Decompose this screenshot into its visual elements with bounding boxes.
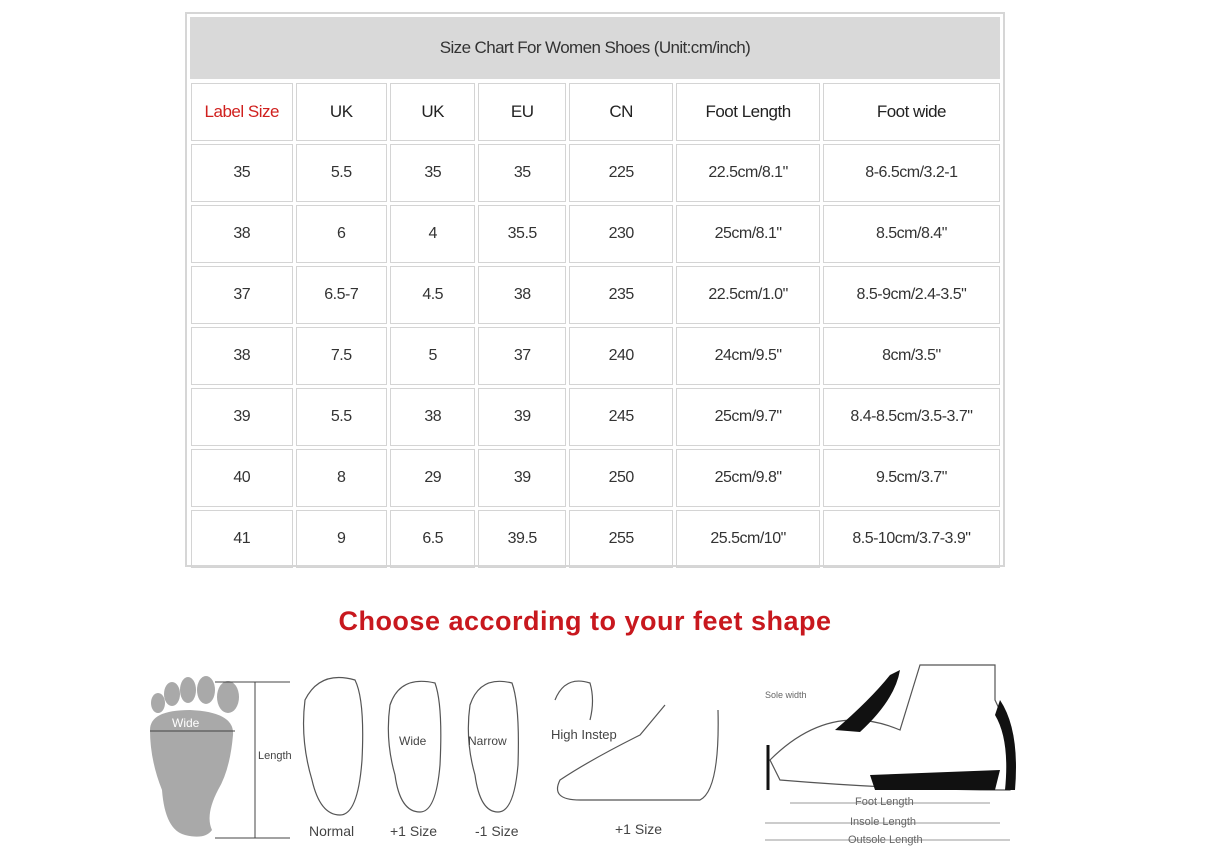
table-cell: 22.5cm/1.0"	[676, 266, 820, 324]
table-cell: 6.5-7	[295, 266, 387, 324]
table-cell: 38	[478, 266, 566, 324]
table-cell: 25cm/9.8"	[676, 449, 820, 507]
narrow-foot-label: Narrow	[468, 734, 507, 748]
table-cell: 245	[568, 388, 674, 446]
normal-label: Normal	[309, 823, 355, 839]
table-cell: 39	[478, 449, 566, 507]
table-cell: 39	[191, 388, 293, 446]
feet-shape-heading: Choose according to your feet shape	[338, 606, 832, 636]
table-cell: 8-6.5cm/3.2-1	[822, 144, 1000, 202]
size-chart-table: Size Chart For Women Shoes (Unit:cm/inch…	[185, 12, 1005, 568]
table-row: 38 6 4 35.5 230 25cm/8.1" 8.5cm/8.4"	[191, 205, 1000, 263]
table-cell: 225	[568, 144, 674, 202]
wide-foot-icon	[387, 680, 442, 813]
table-cell: 7.5	[295, 327, 387, 385]
wide-foot-label: Wide	[399, 734, 427, 748]
length-label: Length	[258, 750, 292, 762]
table-cell: 5.5	[295, 144, 387, 202]
column-header: CN	[568, 83, 674, 141]
table-cell: 6	[295, 205, 387, 263]
table-row: 39 5.5 38 39 245 25cm/9.7" 8.4-8.5cm/3.5-3.7"	[191, 388, 1000, 446]
sole-width-label: Sole width	[765, 690, 807, 700]
table-cell: 38	[389, 388, 476, 446]
table-cell: 37	[478, 327, 566, 385]
table-cell: 35.5	[478, 205, 566, 263]
wide-label: Wide	[172, 716, 200, 730]
table-cell: 230	[568, 205, 674, 263]
outsole-length-label: Outsole Length	[848, 834, 923, 846]
table-cell: 39	[478, 388, 566, 446]
table-cell: 240	[568, 327, 674, 385]
table-cell: 37	[191, 266, 293, 324]
header-row: Label Size UK UK EU CN Foot Length Foot wide	[191, 83, 1000, 141]
table-cell: 9	[295, 510, 387, 568]
table-cell: 8.5cm/8.4"	[822, 205, 1000, 263]
table-row: 37 6.5-7 4.5 38 235 22.5cm/1.0" 8.5-9cm/2.4-3.…	[191, 266, 1000, 324]
column-header: Foot wide	[822, 83, 1000, 141]
table-cell: 25cm/8.1"	[676, 205, 820, 263]
table-cell: 22.5cm/8.1"	[676, 144, 820, 202]
table-cell: 5	[389, 327, 476, 385]
table-cell: 41	[191, 510, 293, 568]
table-cell: 4	[389, 205, 476, 263]
table-cell: 35	[191, 144, 293, 202]
table-cell: 35	[389, 144, 476, 202]
size-chart-title: Size Chart For Women Shoes (Unit:cm/inch…	[190, 17, 1000, 79]
table-cell: 38	[191, 327, 293, 385]
table-cell: 29	[389, 449, 476, 507]
size-table: Label Size UK UK EU CN Foot Length Foot wide 35…	[188, 80, 1003, 571]
column-header: EU	[478, 83, 566, 141]
table-row: 35 5.5 35 35 225 22.5cm/8.1" 8-6.5cm/3.2-1	[191, 144, 1000, 202]
normal-foot-icon	[302, 676, 364, 816]
table-cell: 8	[295, 449, 387, 507]
table-cell: 24cm/9.5"	[676, 327, 820, 385]
table-cell: 250	[568, 449, 674, 507]
table-cell: 255	[568, 510, 674, 568]
table-cell: 8cm/3.5"	[822, 327, 1000, 385]
table-cell: 8.5-9cm/2.4-3.5"	[822, 266, 1000, 324]
table-cell: 38	[191, 205, 293, 263]
instep-size-label: +1 Size	[615, 821, 663, 837]
table-cell: 4.5	[389, 266, 476, 324]
table-row: 38 7.5 5 37 240 24cm/9.5" 8cm/3.5"	[191, 327, 1000, 385]
table-cell: 25.5cm/10"	[676, 510, 820, 568]
foot-length-label: Foot Length	[855, 796, 914, 808]
table-cell: 9.5cm/3.7"	[822, 449, 1000, 507]
high-instep-foot-icon	[554, 680, 719, 801]
table-row: 41 9 6.5 39.5 255 25.5cm/10" 8.5-10cm/3.7-3.9"	[191, 510, 1000, 568]
table-row: 40 8 29 39 250 25cm/9.8" 9.5cm/3.7"	[191, 449, 1000, 507]
table-cell: 235	[568, 266, 674, 324]
table-cell: 8.4-8.5cm/3.5-3.7"	[822, 388, 1000, 446]
column-header: UK	[295, 83, 387, 141]
table-cell: 25cm/9.7"	[676, 388, 820, 446]
table-cell: 35	[478, 144, 566, 202]
measure-foot-icon	[150, 676, 239, 837]
table-cell: 6.5	[389, 510, 476, 568]
table-cell: 8.5-10cm/3.7-3.9"	[822, 510, 1000, 568]
narrow-foot-icon	[467, 680, 519, 813]
column-header: Foot Length	[676, 83, 820, 141]
column-header: Label Size	[191, 83, 293, 141]
table-cell: 40	[191, 449, 293, 507]
table-cell: 39.5	[478, 510, 566, 568]
column-header: UK	[389, 83, 476, 141]
high-instep-label: High Instep	[551, 727, 617, 742]
narrow-size-label: -1 Size	[475, 823, 519, 839]
wide-size-label: +1 Size	[390, 823, 438, 839]
insole-length-label: Insole Length	[850, 816, 917, 828]
table-cell: 5.5	[295, 388, 387, 446]
